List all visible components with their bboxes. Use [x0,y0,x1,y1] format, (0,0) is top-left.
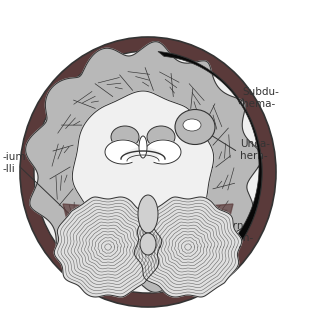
Ellipse shape [34,51,262,293]
Ellipse shape [111,126,139,148]
Ellipse shape [140,233,156,255]
Text: Unca-
hern-: Unca- hern- [240,139,270,161]
Polygon shape [26,42,261,292]
Polygon shape [54,197,162,297]
Ellipse shape [20,37,276,307]
Polygon shape [105,140,139,164]
Ellipse shape [183,119,201,131]
Polygon shape [148,140,181,164]
Ellipse shape [139,136,147,158]
Polygon shape [63,204,128,224]
Ellipse shape [175,109,215,145]
Polygon shape [134,197,242,297]
Polygon shape [72,91,214,243]
Ellipse shape [138,195,158,233]
Text: Kern-
notch-: Kern- notch- [220,221,253,243]
Polygon shape [168,204,233,224]
Text: -ium
-lli: -ium -lli [2,152,26,174]
Polygon shape [158,52,262,271]
Ellipse shape [147,126,175,148]
Text: Subdu-
hema-: Subdu- hema- [242,87,279,109]
